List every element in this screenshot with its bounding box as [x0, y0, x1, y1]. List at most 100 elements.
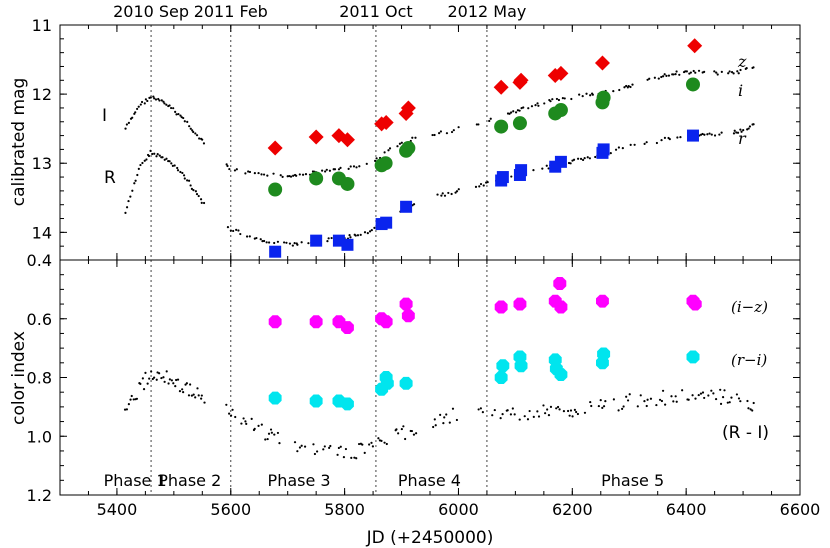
R-I-color-point	[336, 453, 339, 456]
I-band-point	[355, 166, 358, 169]
R-band-point	[363, 231, 367, 234]
phase-label: Phase 2	[158, 471, 221, 490]
I-band-point	[286, 175, 289, 178]
I-band-point	[585, 92, 588, 95]
i-band-marker	[340, 176, 355, 191]
z-band-marker	[594, 55, 610, 71]
R-I-color-point	[155, 378, 158, 381]
R-I-color-point	[229, 414, 233, 417]
I-band-point	[737, 72, 740, 75]
R-band-point	[161, 156, 164, 159]
I-band-point	[646, 78, 649, 81]
data-markers	[267, 38, 703, 411]
R-band-point	[293, 242, 296, 245]
I-band-point	[727, 72, 730, 75]
I-band-point	[198, 137, 201, 140]
R-band-point	[747, 127, 750, 130]
I-band-point	[445, 132, 449, 135]
x-tick-label: 6200	[552, 500, 593, 519]
r-i-color-marker	[554, 368, 568, 381]
R-I-color-point	[573, 408, 576, 411]
R-band-point	[165, 157, 168, 160]
R-band-point	[179, 170, 182, 174]
R-I-color-point	[182, 391, 185, 394]
R-band-point	[450, 192, 453, 196]
I-band-point	[158, 99, 161, 102]
photometry-dots	[123, 66, 755, 460]
R-I-color-point	[303, 445, 307, 448]
y-tick-label: 12	[32, 85, 52, 104]
z-band-marker	[308, 129, 324, 145]
R-I-color-point	[293, 441, 297, 444]
R-I-color-point	[200, 397, 203, 400]
R-I-color-point	[691, 394, 694, 397]
I-band-point	[508, 112, 511, 115]
i-z-color-marker	[494, 300, 508, 314]
I-band-point	[388, 147, 392, 150]
R-I-color-point	[687, 398, 690, 401]
R-I-color-point	[130, 394, 133, 398]
R-I-color-point	[146, 382, 149, 385]
y-label-bottom: color index	[9, 331, 29, 425]
y-tick-label: 0.8	[27, 369, 52, 388]
I-band-point	[549, 100, 552, 103]
R-I-color-point	[404, 437, 407, 441]
i-band-marker	[494, 119, 509, 134]
R-I-color-point	[400, 427, 403, 431]
bottom-panel-frame	[59, 259, 801, 496]
I-band-point	[570, 97, 573, 101]
R-band-point	[199, 198, 203, 201]
x-tick-label: 6600	[780, 500, 821, 519]
i-z-color-marker	[513, 297, 527, 311]
R-band-point	[572, 158, 576, 161]
I-band-point	[347, 167, 350, 170]
r-band-marker	[515, 164, 528, 177]
R-band-point	[583, 157, 586, 160]
i-band-marker	[553, 103, 568, 118]
I-band-point	[557, 98, 561, 102]
i-z-color-marker	[399, 297, 413, 311]
R-band-point	[262, 239, 266, 243]
R-I-color-point	[537, 415, 541, 418]
I-band-point	[172, 107, 175, 110]
I-band-point	[627, 85, 630, 88]
R-band-point	[182, 174, 186, 177]
R-I-color-point	[175, 378, 178, 382]
R-I-color-point	[707, 394, 710, 397]
R-band-point	[609, 152, 612, 155]
R-I-color-point	[357, 442, 361, 446]
i-z-color-marker	[553, 277, 567, 290]
R-I-color-point	[589, 400, 592, 404]
R-band-point	[145, 158, 148, 161]
R-band-point	[200, 201, 203, 204]
R-I-color-point	[350, 456, 353, 460]
R-band-point	[348, 234, 351, 237]
I-band-point	[321, 169, 324, 172]
R-band-point	[663, 136, 667, 139]
R-I-color-point	[735, 393, 739, 396]
R-I-color-point	[491, 414, 494, 417]
I-band-point	[736, 70, 739, 73]
R-I-color-point	[234, 415, 237, 419]
I-band-point	[257, 171, 260, 175]
R-band-point	[151, 152, 154, 156]
R-I-color-point	[244, 420, 247, 423]
R-band-point	[124, 211, 127, 214]
R-band-point	[192, 188, 195, 192]
R-I-color-point	[719, 388, 722, 391]
I-band-point	[131, 116, 134, 119]
R-I-color-point	[583, 411, 587, 414]
R-band-point	[139, 163, 142, 167]
R-band-point	[752, 123, 755, 126]
R-I-color-point	[434, 424, 437, 427]
I-band-point	[663, 73, 666, 76]
R-I-color-point	[555, 407, 558, 410]
R-band-point	[136, 173, 139, 177]
R-I-color-point	[739, 400, 742, 403]
z-band-marker	[267, 140, 283, 156]
R-I-color-point	[172, 382, 175, 385]
R-band-point	[368, 230, 372, 233]
I-band-point	[324, 170, 327, 173]
R-band-point	[718, 133, 721, 136]
R-I-color-point	[626, 399, 630, 402]
